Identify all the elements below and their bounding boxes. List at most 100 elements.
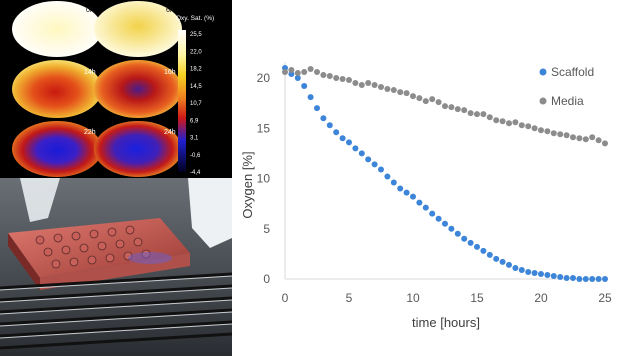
scaffold-point: [480, 247, 487, 254]
media-point: [525, 123, 532, 130]
scaffold-point: [512, 264, 519, 271]
oxygen-heatmap-panel: 0h 6h 14h 16h 22h 24h Oxy. Sat. (%) 25,5…: [0, 0, 232, 178]
timepoint-label: 24h: [164, 129, 176, 136]
scaffold-point: [378, 166, 384, 173]
timepoint-label: 14h: [84, 69, 96, 76]
media-point: [339, 76, 346, 83]
y-axis-label: Oxygen [%]: [240, 151, 255, 218]
media-point: [282, 68, 288, 75]
media-point: [531, 125, 538, 132]
timepoint-label: 16h: [164, 69, 176, 76]
heatmap-disc-14h: [12, 60, 102, 118]
media-point: [602, 140, 608, 147]
scaffold-point: [442, 220, 448, 227]
x-tick-labels: 0 5 10 15 20 25: [282, 291, 612, 305]
scaffold-point: [435, 215, 442, 222]
legend: Scaffold Media: [539, 65, 594, 108]
colorbar-title: Oxy. Sat. (%): [176, 15, 214, 22]
colorbar-tick-label: -4,4: [190, 170, 201, 176]
heatmap-svg: 0h 6h 14h 16h 22h 24h Oxy. Sat. (%) 25,5…: [12, 1, 214, 177]
media-point: [378, 84, 384, 91]
scaffold-point: [416, 199, 423, 206]
media-point: [442, 103, 448, 110]
scaffold-point: [371, 161, 378, 168]
colorbar-tick-label: 10,7: [190, 101, 202, 107]
scaffold-point: [602, 276, 608, 282]
scaffold-point: [493, 255, 500, 262]
scaffold-point: [301, 83, 308, 90]
scaffold-point: [294, 75, 301, 81]
chart-svg: 0 5 10 15 20 25 0 5 10 15 20 Scaffold Media time …: [240, 62, 612, 330]
media-point: [582, 136, 589, 143]
colorbar-tick-label: 18,2: [190, 67, 202, 73]
media-point: [461, 107, 468, 114]
scaffold-point: [410, 193, 416, 200]
scaffold-point: [397, 185, 404, 192]
media-point: [576, 135, 583, 142]
media-point: [435, 99, 442, 106]
scaffold-point: [570, 274, 576, 281]
scaffold-point: [544, 271, 551, 278]
scaffold-point: [403, 189, 410, 196]
media-point: [429, 96, 436, 103]
media-point: [448, 104, 455, 111]
colorbar-ticks: 25,5 22,0 18,2 14,5 10,7 6,9 3,1 -0,6 -4,4: [190, 32, 202, 176]
timepoint-label: 22h: [84, 129, 96, 136]
media-point: [288, 66, 295, 73]
scaffold-point: [448, 225, 455, 232]
scaffold-point: [589, 276, 596, 282]
media-point: [333, 75, 340, 81]
media-point: [538, 127, 544, 134]
y-tick-label: 15: [257, 121, 271, 135]
y-tick-label: 20: [257, 71, 271, 85]
photo-svg: [0, 178, 232, 356]
scaffold-point: [429, 210, 436, 217]
media-point: [314, 68, 320, 75]
media-point: [346, 77, 352, 84]
scaffold-point: [563, 274, 570, 281]
scaffold-point: [506, 261, 512, 268]
media-point: [397, 89, 404, 96]
figure-images: 0h 6h 14h 16h 22h 24h Oxy. Sat. (%) 25,5…: [0, 0, 232, 356]
media-point: [550, 130, 557, 137]
y-tick-label: 10: [257, 172, 271, 186]
scaffold-point: [538, 270, 544, 277]
media-point: [352, 80, 359, 87]
colorbar-tick-label: 14,5: [190, 84, 202, 90]
scaffold-point: [525, 268, 532, 275]
media-point: [512, 119, 519, 126]
colorbar: [178, 30, 186, 172]
y-tick-label: 5: [263, 222, 270, 236]
timepoint-label: 0h: [86, 7, 94, 14]
timepoint-label: 6h: [166, 7, 174, 14]
media-point: [307, 65, 314, 72]
media-point: [518, 122, 525, 129]
scaffold-point: [346, 139, 352, 146]
heatmap-disc-22h: [12, 121, 102, 177]
media-point: [403, 90, 410, 97]
x-axis-label: time [hours]: [412, 315, 480, 330]
scaffold-point: [422, 204, 429, 211]
scaffold-point: [518, 266, 525, 273]
scaffold-point: [339, 135, 346, 142]
scaffold-point: [390, 179, 397, 186]
media-point: [390, 87, 397, 94]
heatmap-disc-6h: [94, 1, 182, 57]
scaffold-point: [352, 145, 359, 152]
x-tick-label: 10: [406, 291, 420, 305]
media-point: [416, 95, 423, 102]
media-point: [301, 68, 308, 75]
media-point: [467, 110, 474, 117]
colorbar-tick-label: 25,5: [190, 32, 202, 38]
media-point: [358, 82, 365, 89]
scaffold-point: [454, 230, 461, 237]
media-point: [365, 80, 372, 87]
scaffold-point: [314, 105, 320, 112]
chart-axes: [284, 62, 608, 280]
oxygen-chart: 0 5 10 15 20 25 0 5 10 15 20 Scaffold Media time …: [236, 0, 617, 356]
scaffold-point: [307, 94, 314, 101]
y-tick-labels: 0 5 10 15 20: [257, 71, 271, 286]
y-tick-label: 0: [263, 272, 270, 286]
legend-label-media: Media: [551, 94, 584, 108]
colorbar-tick-label: 22,0: [190, 49, 202, 55]
